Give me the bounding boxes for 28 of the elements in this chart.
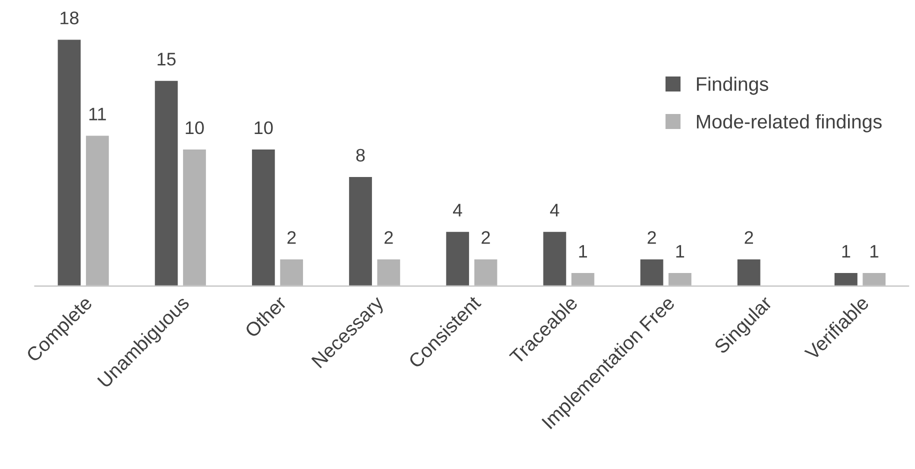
data-label: 18	[60, 12, 78, 24]
data-label: 2	[744, 231, 753, 244]
bar	[154, 80, 180, 286]
data-label: 1	[842, 245, 850, 258]
data-label: 15	[158, 52, 176, 66]
data-label: 2	[384, 231, 393, 244]
data-label: 2	[287, 231, 296, 244]
legend-label: Mode-related findings	[696, 114, 882, 132]
legend-label: Findings	[696, 76, 768, 95]
bar	[444, 230, 470, 286]
data-label: 4	[550, 204, 560, 216]
bar	[638, 258, 665, 286]
data-label: 4	[453, 204, 462, 216]
data-label: 2	[648, 231, 656, 244]
bar	[542, 230, 568, 286]
bar	[833, 272, 859, 286]
data-label: 1	[579, 245, 587, 258]
bar	[348, 176, 374, 286]
bar	[736, 258, 762, 286]
bar	[250, 148, 276, 286]
data-label: 11	[89, 108, 106, 120]
data-label: 10	[254, 121, 273, 134]
data-label: 10	[186, 121, 204, 134]
bar	[56, 38, 82, 286]
data-label: 1	[676, 245, 684, 258]
data-label: 2	[482, 231, 490, 244]
data-label: 8	[356, 148, 365, 162]
data-label: 1	[870, 245, 878, 258]
